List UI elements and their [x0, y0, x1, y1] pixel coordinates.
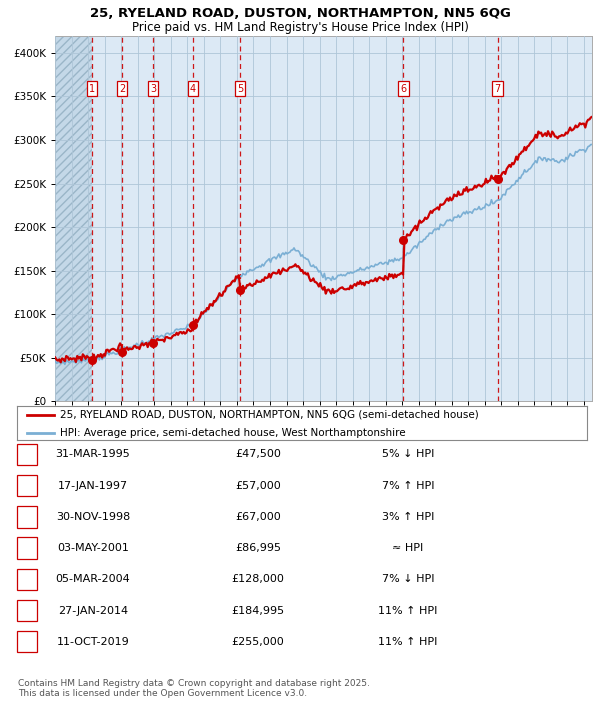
- Text: 25, RYELAND ROAD, DUSTON, NORTHAMPTON, NN5 6QG (semi-detached house): 25, RYELAND ROAD, DUSTON, NORTHAMPTON, N…: [59, 410, 478, 420]
- Text: £255,000: £255,000: [232, 637, 284, 647]
- Text: 4: 4: [23, 543, 31, 553]
- Text: 2: 2: [119, 84, 125, 94]
- Text: 6: 6: [23, 606, 31, 616]
- Text: £67,000: £67,000: [235, 512, 281, 522]
- Text: 4: 4: [190, 84, 196, 94]
- Text: 31-MAR-1995: 31-MAR-1995: [56, 449, 130, 459]
- Text: 25, RYELAND ROAD, DUSTON, NORTHAMPTON, NN5 6QG: 25, RYELAND ROAD, DUSTON, NORTHAMPTON, N…: [89, 7, 511, 20]
- Text: 2: 2: [23, 481, 31, 491]
- Text: 11% ↑ HPI: 11% ↑ HPI: [379, 637, 437, 647]
- Text: HPI: Average price, semi-detached house, West Northamptonshire: HPI: Average price, semi-detached house,…: [59, 427, 405, 437]
- Text: 7: 7: [23, 637, 31, 647]
- Text: 05-MAR-2004: 05-MAR-2004: [56, 574, 130, 584]
- Text: £184,995: £184,995: [232, 606, 284, 616]
- Text: 11-OCT-2019: 11-OCT-2019: [56, 637, 130, 647]
- Text: 5: 5: [237, 84, 243, 94]
- Text: 5% ↓ HPI: 5% ↓ HPI: [382, 449, 434, 459]
- Text: 5: 5: [23, 574, 31, 584]
- Text: 30-NOV-1998: 30-NOV-1998: [56, 512, 130, 522]
- Text: Price paid vs. HM Land Registry's House Price Index (HPI): Price paid vs. HM Land Registry's House …: [131, 21, 469, 34]
- Text: 3% ↑ HPI: 3% ↑ HPI: [382, 512, 434, 522]
- Bar: [55, 36, 92, 401]
- Text: Contains HM Land Registry data © Crown copyright and database right 2025.
This d: Contains HM Land Registry data © Crown c…: [18, 679, 370, 698]
- Text: 3: 3: [150, 84, 156, 94]
- Text: £86,995: £86,995: [235, 543, 281, 553]
- Text: 7% ↓ HPI: 7% ↓ HPI: [382, 574, 434, 584]
- Text: £57,000: £57,000: [235, 481, 281, 491]
- Text: 27-JAN-2014: 27-JAN-2014: [58, 606, 128, 616]
- Text: £128,000: £128,000: [232, 574, 284, 584]
- Text: 7% ↑ HPI: 7% ↑ HPI: [382, 481, 434, 491]
- Text: 03-MAY-2001: 03-MAY-2001: [57, 543, 129, 553]
- Text: 1: 1: [89, 84, 95, 94]
- Text: ≈ HPI: ≈ HPI: [392, 543, 424, 553]
- Text: 1: 1: [23, 449, 31, 459]
- Text: 6: 6: [400, 84, 406, 94]
- Text: 7: 7: [494, 84, 501, 94]
- Text: 3: 3: [23, 512, 31, 522]
- Text: 11% ↑ HPI: 11% ↑ HPI: [379, 606, 437, 616]
- Text: £47,500: £47,500: [235, 449, 281, 459]
- Text: 17-JAN-1997: 17-JAN-1997: [58, 481, 128, 491]
